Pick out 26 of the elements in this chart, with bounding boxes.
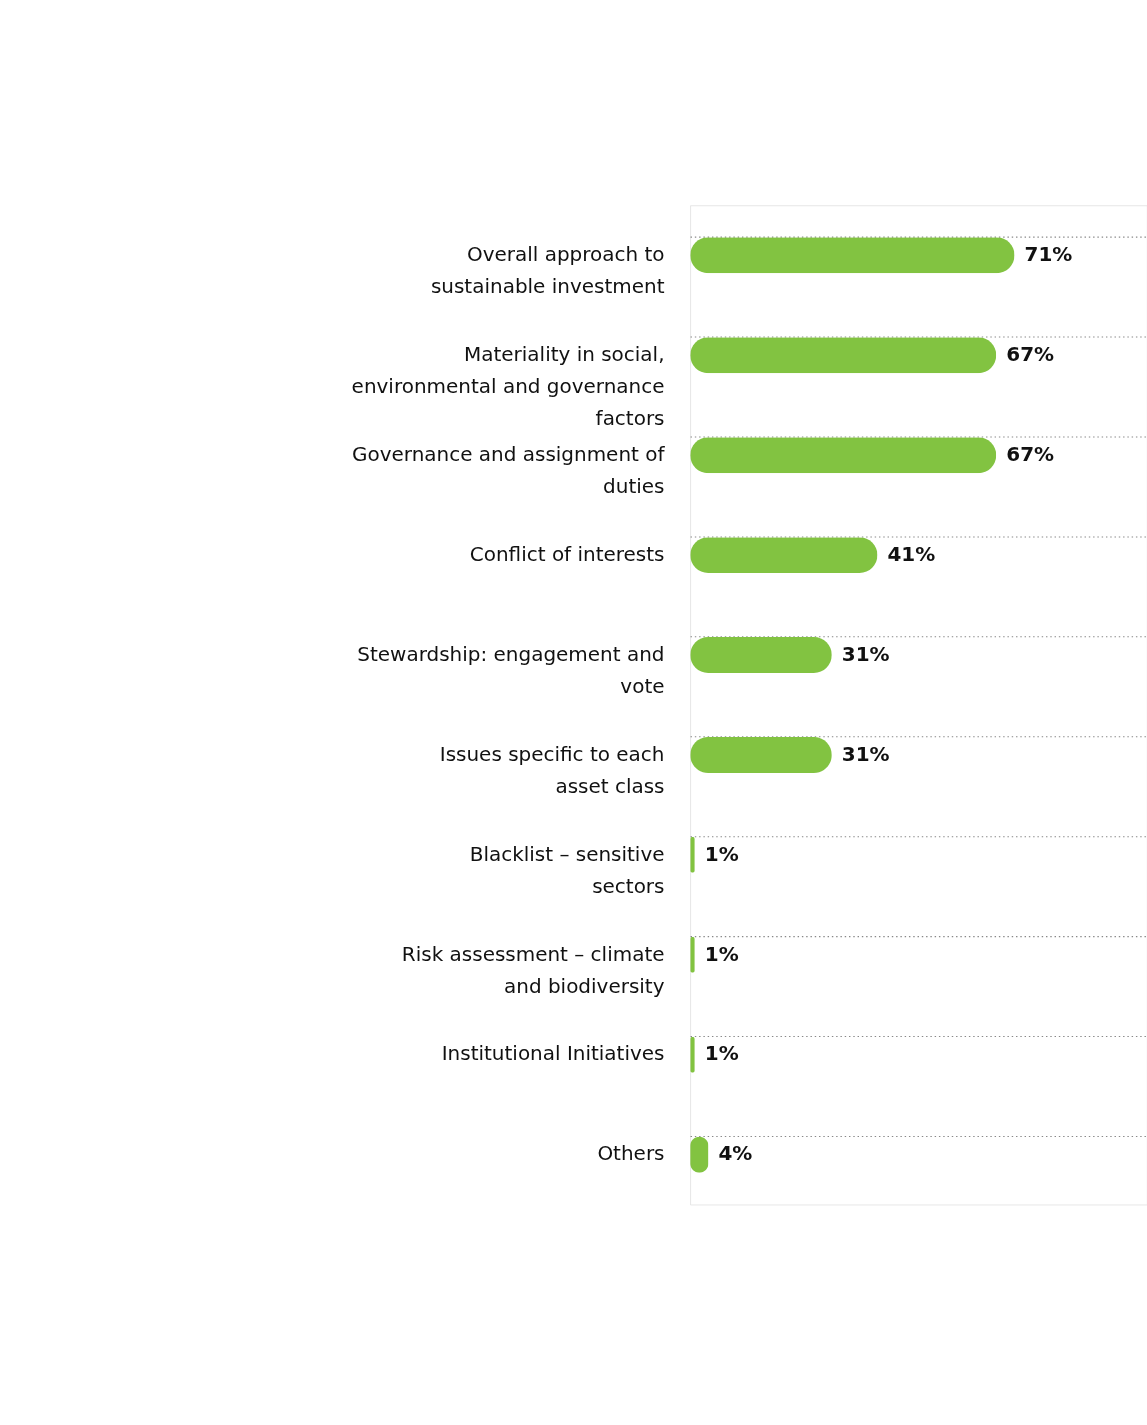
y-tick-label: Materiality in social, environmental and governance factors <box>351 341 665 431</box>
y-tick-label: Blacklist – sensitive sectors <box>469 841 665 898</box>
data-label: 1% <box>704 941 739 966</box>
data-label: 31% <box>841 741 890 766</box>
bar <box>690 637 832 674</box>
data-label: 1% <box>704 841 739 866</box>
y-tick-label: Overall approach to sustainable investment <box>430 242 665 299</box>
y-tick-label: Institutional Initiatives <box>441 1041 665 1066</box>
bar <box>690 736 832 773</box>
y-tick-label: Others <box>597 1141 665 1166</box>
bar <box>690 337 997 374</box>
data-label: 1% <box>704 1041 739 1066</box>
y-tick-label: Issues specific to each asset class <box>439 741 665 798</box>
data-label: 71% <box>1024 242 1073 267</box>
bar <box>690 537 878 574</box>
data-label: 31% <box>841 641 890 666</box>
data-label: 67% <box>1006 441 1055 466</box>
y-tick-label: Conflict of interests <box>469 541 665 566</box>
data-label: 4% <box>718 1141 753 1166</box>
y-tick-label: Governance and assignment of duties <box>352 441 666 499</box>
bar <box>690 237 1015 274</box>
y-tick-label: Risk assessment – climate and biodiversity <box>401 941 665 998</box>
bar <box>690 437 997 474</box>
y-tick-label: Stewardship: engagement and vote <box>357 641 665 698</box>
data-label: 41% <box>887 541 936 566</box>
data-label: 67% <box>1006 341 1055 366</box>
